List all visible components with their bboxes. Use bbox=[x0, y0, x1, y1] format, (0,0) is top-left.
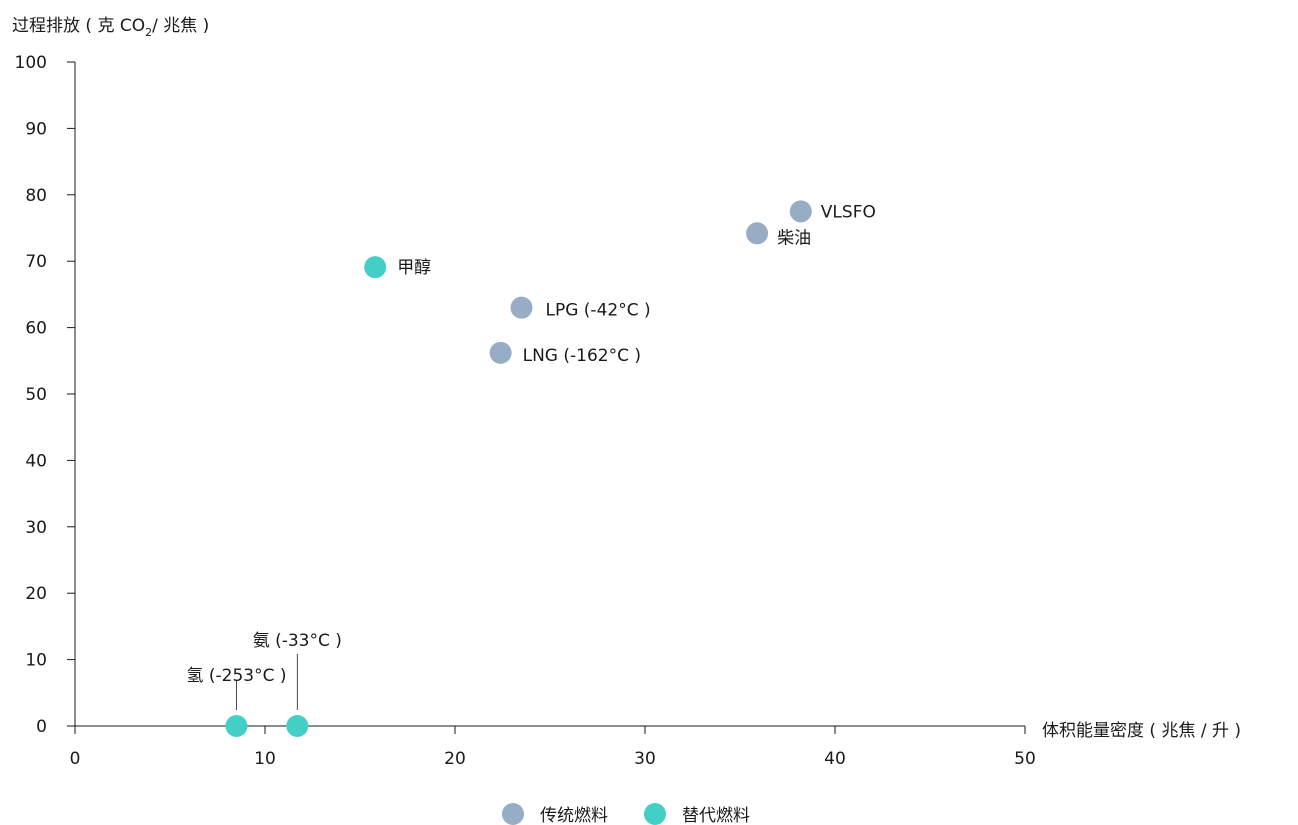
legend-marker bbox=[644, 803, 666, 825]
x-tick-label: 0 bbox=[70, 749, 81, 769]
data-point bbox=[286, 715, 308, 737]
data-label: LNG (-162°C ) bbox=[523, 346, 641, 366]
data-label: 甲醇 bbox=[397, 258, 431, 278]
data-label: 柴油 bbox=[777, 228, 811, 248]
y-tick-label: 70 bbox=[25, 252, 47, 272]
legend: 传统燃料 替代燃料 bbox=[502, 803, 750, 825]
data-point bbox=[226, 715, 248, 737]
y-tick-label: 40 bbox=[25, 451, 47, 471]
x-tick-label: 50 bbox=[1014, 749, 1036, 769]
data-point bbox=[511, 297, 533, 319]
y-tick-label: 100 bbox=[15, 53, 47, 73]
legend-marker bbox=[502, 803, 524, 825]
y-tick-label: 60 bbox=[25, 319, 47, 339]
y-tick-label: 90 bbox=[25, 119, 47, 139]
y-tick-label: 50 bbox=[25, 385, 47, 405]
y-tick-label: 10 bbox=[25, 651, 47, 671]
y-ticks: 0 10 20 30 40 50 60 70 80 90 100 bbox=[15, 53, 75, 737]
data-points: VLSFO 柴油 LPG (-42°C ) LNG (-162°C ) 甲醇氢 (-25… bbox=[186, 200, 875, 737]
data-label: 氢 (-253°C ) bbox=[186, 666, 286, 686]
y-axis-title: 过程排放 ( 克 CO2/ 兆焦 ) bbox=[12, 16, 209, 39]
y-tick-label: 20 bbox=[25, 584, 47, 604]
y-tick-label: 80 bbox=[25, 186, 47, 206]
x-tick-label: 40 bbox=[824, 749, 846, 769]
y-tick-label: 30 bbox=[25, 518, 47, 538]
y-tick-label: 0 bbox=[36, 717, 47, 737]
data-point bbox=[790, 200, 812, 222]
data-label: 氨 (-33°C ) bbox=[253, 631, 342, 651]
data-point bbox=[364, 256, 386, 278]
x-axis-title: 体积能量密度 ( 兆焦 / 升 ) bbox=[1042, 721, 1241, 741]
legend-label: 替代燃料 bbox=[682, 806, 750, 825]
x-tick-label: 10 bbox=[254, 749, 276, 769]
x-tick-label: 30 bbox=[634, 749, 656, 769]
data-label: LPG (-42°C ) bbox=[546, 301, 651, 321]
data-point bbox=[746, 222, 768, 244]
data-point bbox=[490, 342, 512, 364]
x-tick-label: 20 bbox=[444, 749, 466, 769]
x-ticks: 0 10 20 30 40 50 bbox=[70, 726, 1036, 769]
data-label: VLSFO bbox=[821, 202, 876, 222]
legend-label: 传统燃料 bbox=[540, 806, 608, 825]
